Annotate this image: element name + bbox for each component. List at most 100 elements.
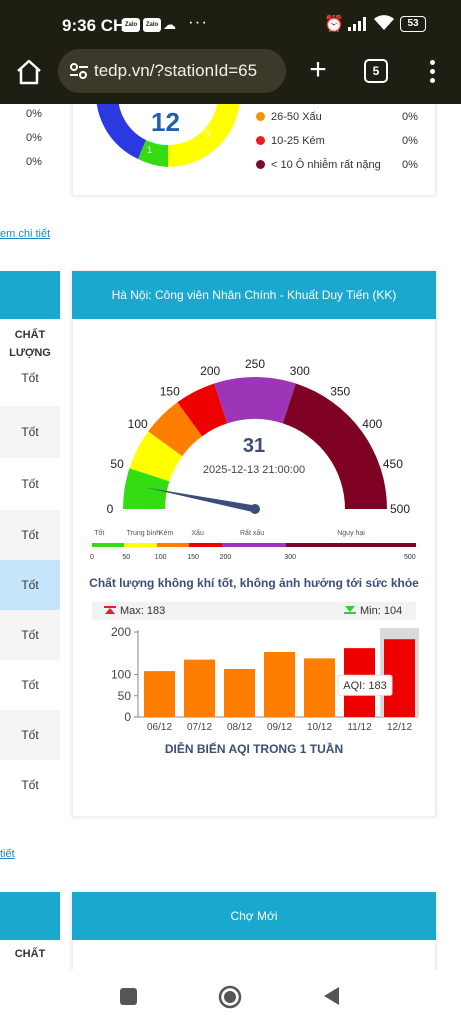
scale-label: Kém: [159, 530, 174, 537]
alarm-icon: ⏰: [324, 16, 344, 33]
scale-segment: [221, 543, 287, 547]
table-row[interactable]: Tốt: [21, 678, 39, 692]
column-header: CHẤT: [14, 329, 46, 341]
table-row[interactable]: Tốt: [0, 710, 60, 760]
status-time: 9:36 CH: [62, 16, 126, 35]
gauge-tick-label: 500: [390, 502, 410, 516]
x-tick-label: 08/12: [227, 722, 252, 733]
gauge-tick-label: 150: [160, 385, 180, 399]
min-label: Min: 104: [360, 605, 403, 617]
left-table-header-bar: [0, 271, 60, 319]
url-text[interactable]: tedp.vn/?stationId=65: [94, 61, 258, 80]
legend-pct: 0%: [402, 159, 418, 171]
scale-segment: [124, 543, 157, 547]
table-row[interactable]: Tốt: [0, 406, 60, 458]
weekly-aqi-chart[interactable]: 0 50 100 200 06/12 07/12 08/12 09/12 10/12 11/12 1…: [92, 620, 422, 740]
status-bar: 9:36 CH Zalo Zalo ☁ ··· ⏰ 53: [0, 0, 461, 48]
wifi-icon: [374, 15, 394, 30]
gauge-tick-label: 0: [107, 502, 114, 516]
scale-segment: [189, 543, 222, 547]
table-row[interactable]: Tốt: [21, 477, 39, 491]
y-tick-label: 100: [111, 668, 131, 682]
column-header: CHẤT: [14, 948, 46, 960]
signal-icon: [348, 17, 366, 31]
distribution-card: 12 1 3 26-50 Xấu 0% 10-25 Kém 0% < 10 Ô …: [72, 104, 436, 196]
left-pct: 0%: [26, 108, 42, 120]
scale-number: 300: [284, 554, 297, 561]
zalo-icon: Zalo: [143, 18, 161, 32]
home-button[interactable]: [14, 58, 44, 86]
recents-button[interactable]: [120, 988, 137, 1005]
gauge-tick-label: 400: [362, 417, 382, 431]
gauge-value: 31: [242, 435, 266, 457]
x-tick-label: 09/12: [267, 722, 292, 733]
x-tick-label: 12/12: [387, 722, 412, 733]
scale-label: Trung bình: [126, 530, 161, 537]
address-bar[interactable]: tedp.vn/?stationId=65: [58, 49, 286, 93]
legend-dot: [256, 112, 265, 121]
gauge-tick-label: 350: [330, 385, 350, 399]
page-content: 0% 0% 0% 12 1 3 26-50 Xấu 0% 10-25 Kém 0…: [0, 104, 461, 970]
gauge-band: [129, 431, 183, 482]
scale-label: Tốt: [94, 530, 105, 537]
y-tick-label: 200: [111, 625, 131, 639]
left-pct: 0%: [26, 132, 42, 144]
chart-bar[interactable]: [304, 658, 335, 717]
gauge-tick-label: 250: [245, 357, 265, 371]
gauge-tick-label: 200: [200, 364, 220, 378]
scale-number: 200: [219, 554, 232, 561]
x-tick-label: 11/12: [347, 722, 372, 733]
tab-switcher-button[interactable]: 5: [364, 59, 388, 83]
legend-dot: [256, 160, 265, 169]
chart-tooltip: [337, 674, 393, 696]
gauge-band: [282, 383, 387, 509]
new-tab-button[interactable]: +: [309, 53, 327, 86]
table-row[interactable]: Tốt: [0, 610, 60, 660]
browser-top-bar: 9:36 CH Zalo Zalo ☁ ··· ⏰ 53 tedp.vn/?st…: [0, 0, 461, 104]
column-header: LƯỢNG: [9, 347, 51, 359]
gauge-needle: [145, 487, 256, 513]
scale-label: Rất xấu: [240, 530, 265, 537]
x-tick-label: 06/12: [147, 722, 172, 733]
gauge-tick-label: 50: [110, 457, 124, 471]
legend-pct: 0%: [402, 111, 418, 123]
gauge-band: [214, 377, 296, 424]
chart-bar[interactable]: [144, 671, 175, 717]
legend-dot: [256, 136, 265, 145]
scale-number: 100: [154, 554, 167, 561]
more-menu-button[interactable]: [424, 58, 440, 86]
legend-item: 26-50 Xấu: [256, 111, 322, 123]
more-notifications-icon: ···: [188, 12, 208, 31]
cloud-icon: ☁: [163, 17, 176, 32]
scale-number: 50: [122, 554, 131, 561]
scale-number: 150: [187, 554, 199, 561]
see-detail-link[interactable]: em chi tiết: [0, 228, 51, 240]
scale-segment: [156, 543, 190, 547]
legend-item: 10-25 Kém: [256, 135, 325, 147]
scale-label: Nguy hại: [337, 530, 365, 537]
gauge-band: [148, 402, 203, 457]
table-row[interactable]: Tốt: [0, 510, 60, 560]
station-title[interactable]: Hà Nội: Công viên Nhân Chính - Khuất Duy…: [72, 271, 436, 319]
x-tick-label: 07/12: [187, 722, 212, 733]
chart-bar[interactable]: [184, 659, 215, 717]
system-nav-bar: [0, 970, 461, 1024]
gauge-hub: [250, 504, 260, 514]
station-title[interactable]: Chợ Mới: [72, 892, 436, 940]
table-row[interactable]: Tốt: [21, 371, 39, 385]
chart-bar[interactable]: [264, 651, 295, 717]
min-arrow-icon: [344, 606, 356, 614]
table-row[interactable]: Tốt: [21, 778, 39, 792]
site-settings-icon[interactable]: [68, 61, 90, 81]
back-button[interactable]: [322, 986, 340, 1006]
chart-bar[interactable]: [224, 668, 255, 717]
scale-segment: [286, 543, 416, 547]
table-row[interactable]: Tốt: [0, 560, 60, 610]
gauge-band: [123, 468, 170, 509]
donut-segment-label: 3: [205, 129, 211, 139]
home-nav-button[interactable]: [218, 985, 242, 1009]
y-tick-label: 50: [118, 689, 132, 703]
legend-pct: 0%: [402, 135, 418, 147]
see-detail-link[interactable]: tiết: [0, 848, 15, 860]
aqi-gauge: 0 50 100 150 200 250 300 350 400 450 500: [107, 357, 411, 516]
